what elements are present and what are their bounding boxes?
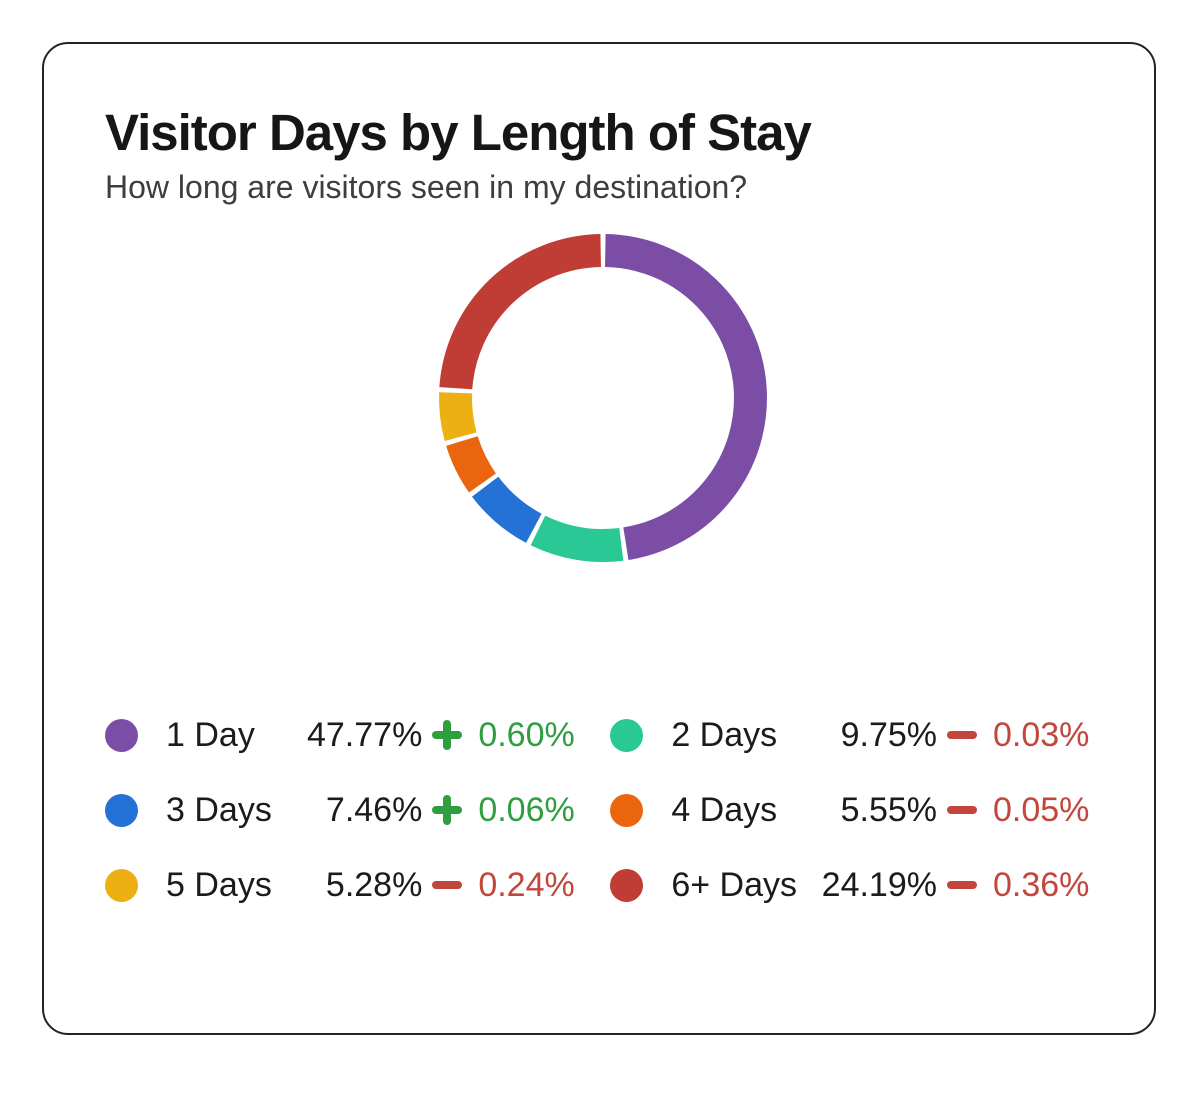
legend-item-5-days[interactable]: 5 Days 5.28% 0.24% bbox=[105, 864, 582, 906]
minus-icon bbox=[947, 795, 977, 825]
legend: 1 Day 47.77% 0.60% 2 Days 9.75% 0.03% 3 … bbox=[105, 714, 1097, 906]
donut-segment-1-day[interactable] bbox=[604, 234, 767, 561]
legend-color-dot bbox=[610, 868, 644, 902]
donut-chart[interactable] bbox=[421, 216, 785, 580]
legend-color-dot bbox=[105, 718, 138, 752]
legend-label: 6+ Days bbox=[671, 865, 797, 904]
legend-color-dot bbox=[105, 868, 138, 902]
donut-segment-5-days[interactable] bbox=[439, 392, 477, 441]
donut-segment-6-days[interactable] bbox=[439, 234, 602, 390]
legend-value: 9.75% bbox=[840, 715, 937, 754]
legend-label: 3 Days bbox=[166, 790, 272, 829]
legend-change-value: 0.36% bbox=[993, 865, 1090, 904]
legend-value: 47.77% bbox=[306, 715, 423, 754]
legend-change-value: 0.24% bbox=[478, 865, 575, 904]
donut-segment-4-days[interactable] bbox=[446, 435, 497, 493]
chart-title: Visitor Days by Length of Stay bbox=[105, 104, 812, 161]
legend-value: 7.46% bbox=[325, 790, 423, 829]
legend-value: 5.28% bbox=[325, 865, 423, 904]
legend-label: 4 Days bbox=[671, 790, 778, 829]
minus-icon bbox=[947, 870, 977, 900]
legend-item-1-day[interactable]: 1 Day 47.77% 0.60% bbox=[105, 714, 582, 756]
legend-value: 24.19% bbox=[821, 865, 937, 904]
chart-subtitle: How long are visitors seen in my destina… bbox=[105, 169, 748, 206]
legend-change-value: 0.60% bbox=[478, 715, 575, 754]
donut-segment-2-days[interactable] bbox=[530, 515, 624, 562]
card-header: Visitor Days by Length of Stay How long … bbox=[105, 104, 1085, 207]
legend-color-dot bbox=[105, 793, 138, 827]
legend-color-dot bbox=[610, 718, 644, 752]
legend-change-value: 0.06% bbox=[478, 790, 575, 829]
legend-change-value: 0.03% bbox=[993, 715, 1090, 754]
legend-item-3-days[interactable]: 3 Days 7.46% 0.06% bbox=[105, 789, 582, 831]
legend-label: 2 Days bbox=[671, 715, 778, 754]
minus-icon bbox=[947, 720, 977, 750]
legend-value: 5.55% bbox=[840, 790, 937, 829]
legend-item-6-plus-days[interactable]: 6+ Days 24.19% 0.36% bbox=[610, 864, 1097, 906]
legend-item-4-days[interactable]: 4 Days 5.55% 0.05% bbox=[610, 789, 1097, 831]
legend-label: 1 Day bbox=[166, 715, 255, 754]
minus-icon bbox=[432, 870, 463, 900]
legend-change-value: 0.05% bbox=[993, 790, 1090, 829]
donut-segment-3-days[interactable] bbox=[471, 476, 542, 543]
plus-icon bbox=[432, 795, 463, 825]
legend-item-2-days[interactable]: 2 Days 9.75% 0.03% bbox=[610, 714, 1097, 756]
legend-color-dot bbox=[610, 793, 644, 827]
chart-card: Visitor Days by Length of Stay How long … bbox=[42, 42, 1156, 1035]
legend-label: 5 Days bbox=[166, 865, 272, 904]
plus-icon bbox=[432, 720, 463, 750]
